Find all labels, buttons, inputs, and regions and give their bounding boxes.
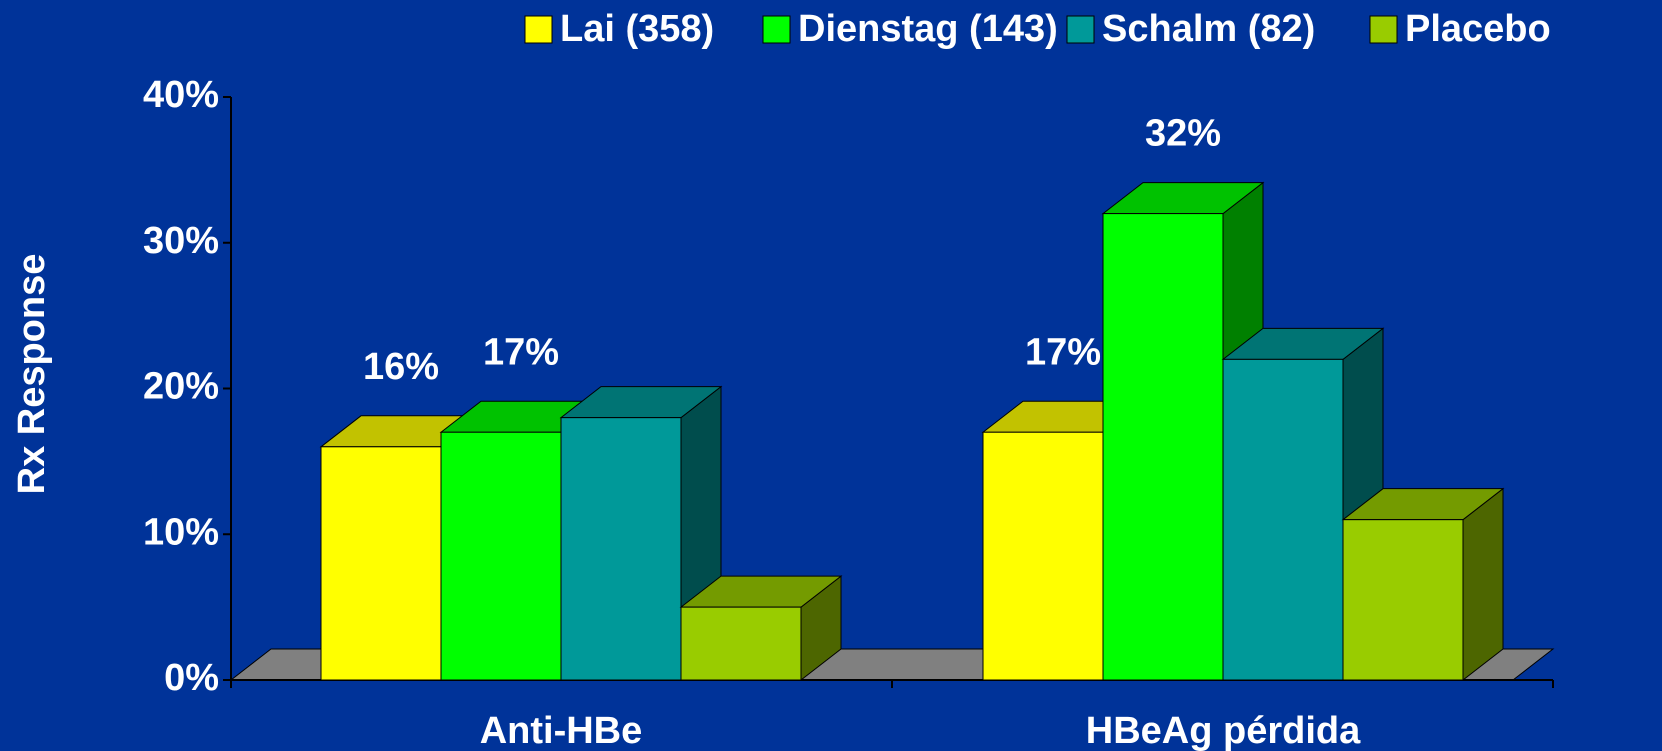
legend-label: Schalm (82) xyxy=(1102,8,1315,50)
bar xyxy=(440,431,562,681)
bar xyxy=(560,417,682,681)
data-label: 17% xyxy=(1025,331,1101,373)
bar xyxy=(320,446,442,681)
x-tick-label: Anti-HBe xyxy=(480,710,643,751)
bar xyxy=(1102,213,1224,681)
data-label: 16% xyxy=(363,346,439,388)
bar xyxy=(982,431,1104,681)
y-tick-label: 10% xyxy=(143,511,219,553)
y-tick-label: 20% xyxy=(143,366,219,408)
legend-swatch xyxy=(1066,15,1095,44)
bar xyxy=(1342,519,1464,681)
legend-label: Placebo xyxy=(1405,8,1551,50)
y-tick-label: 40% xyxy=(143,74,219,116)
data-label: 17% xyxy=(483,331,559,373)
data-label: 32% xyxy=(1145,113,1221,155)
legend-swatch xyxy=(1369,15,1398,44)
legend-swatch xyxy=(524,15,553,44)
bar-side xyxy=(1462,487,1504,682)
legend-swatch xyxy=(762,15,791,44)
y-axis-label: Rx Response xyxy=(11,254,53,495)
bar xyxy=(1222,358,1344,681)
y-tick-label: 30% xyxy=(143,220,219,262)
y-tick-label: 0% xyxy=(164,657,219,699)
legend-label: Dienstag (143) xyxy=(798,8,1058,50)
bar xyxy=(680,606,802,681)
x-tick-label: HBeAg pérdida xyxy=(1086,710,1361,751)
legend-label: Lai (358) xyxy=(560,8,714,50)
